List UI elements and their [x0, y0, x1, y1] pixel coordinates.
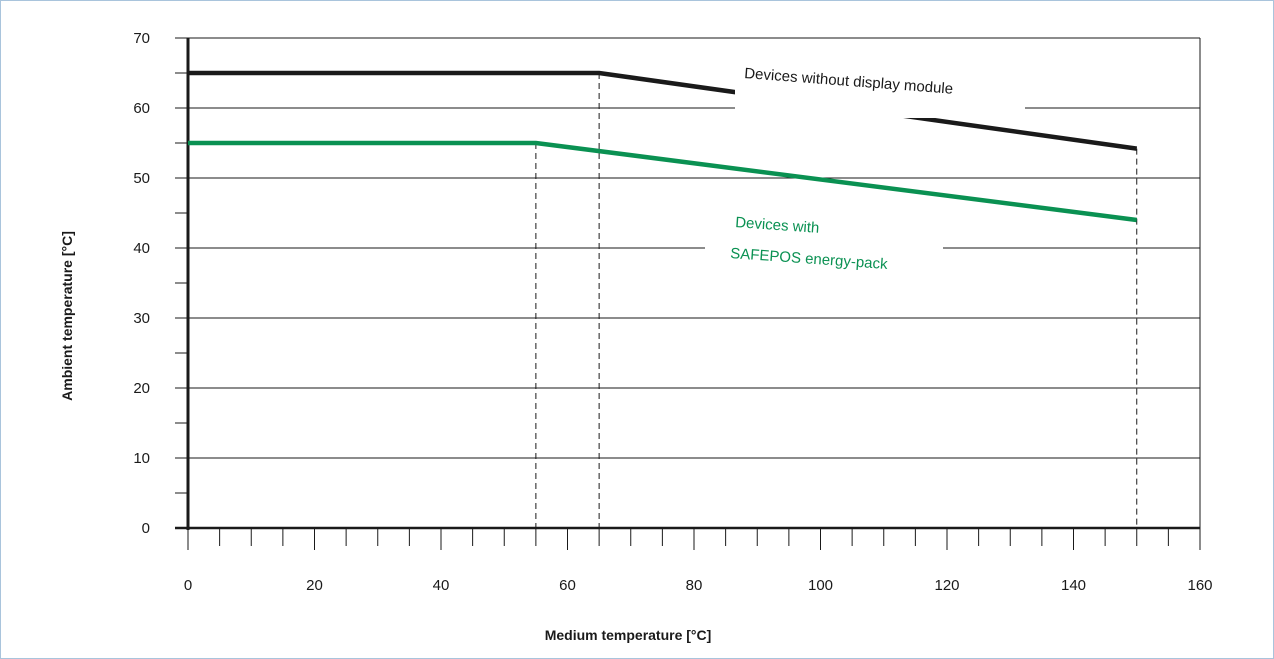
series-line-1	[188, 140, 1138, 223]
x-tick-label-20: 20	[306, 577, 323, 594]
y-tick-label-70: 70	[133, 30, 150, 47]
y-tick-label-30: 30	[133, 310, 150, 327]
y-tick-label-50: 50	[133, 170, 150, 187]
y-tick-label-20: 20	[133, 380, 150, 397]
x-tick-label-60: 60	[559, 577, 576, 594]
x-tick-label-120: 120	[934, 577, 959, 594]
x-tick-label-80: 80	[686, 577, 703, 594]
y-tick-label-60: 60	[133, 100, 150, 117]
x-tick-label-100: 100	[808, 577, 833, 594]
x-tick-label-140: 140	[1061, 577, 1086, 594]
grid-lines	[175, 37, 1201, 528]
y-tick-label-40: 40	[133, 240, 150, 257]
annotation-bg-green	[705, 205, 943, 280]
series-line-0	[188, 70, 1138, 151]
y-axis-title: Ambient temperature [°C]	[59, 231, 75, 401]
y-tick-label-0: 0	[142, 520, 150, 537]
x-tick-label-0: 0	[184, 577, 192, 594]
annotation-bg-black	[735, 58, 1025, 118]
x-tick-label-40: 40	[433, 577, 450, 594]
tick-labels: 0 10 20 30 40 50 60 70 0 20 40 60 80 100 120 140 160	[133, 30, 1212, 594]
reference-lines	[535, 73, 1138, 528]
x-tick-label-160: 160	[1187, 577, 1212, 594]
series-lines	[188, 70, 1138, 223]
x-axis-title: Medium temperature [°C]	[545, 627, 712, 643]
axes	[175, 38, 1201, 550]
y-tick-label-10: 10	[133, 450, 150, 467]
annotation-devices-with: Devices with	[735, 214, 820, 237]
